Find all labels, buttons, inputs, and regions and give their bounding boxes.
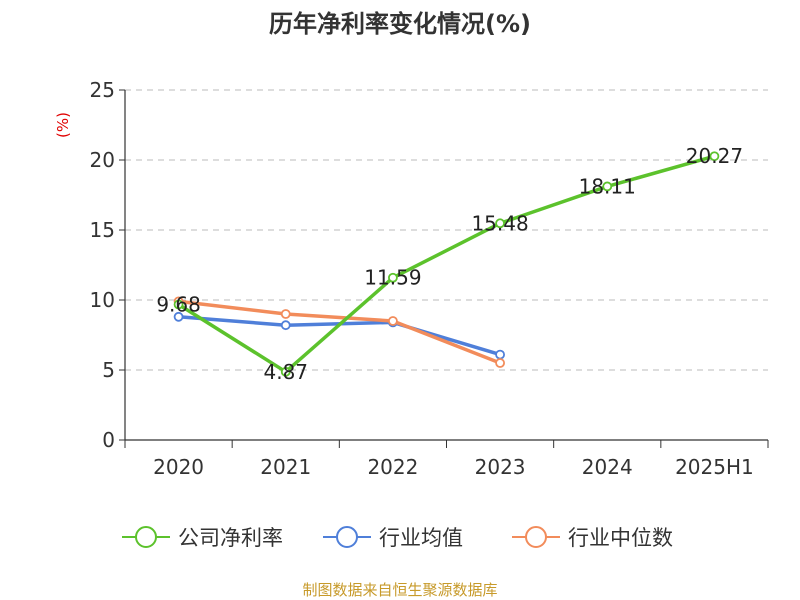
x-tick-label: 2022 <box>367 455 418 479</box>
data-label: 18.11 <box>579 174 636 198</box>
data-label: 11.59 <box>364 266 421 290</box>
series-group <box>173 151 720 377</box>
y-tick-label: 25 <box>90 78 115 102</box>
data-label: 4.87 <box>263 360 308 384</box>
data-point <box>495 218 505 229</box>
legend-marker <box>135 526 157 548</box>
data-label: 20.27 <box>686 144 743 168</box>
series-line-0 <box>177 154 715 374</box>
data-point <box>280 366 291 377</box>
y-tick-label: 5 <box>102 358 115 382</box>
data-point <box>280 309 291 319</box>
x-tick-label: 2025H1 <box>675 455 754 479</box>
y-tick-label: 15 <box>90 218 115 242</box>
x-tick-label: 2023 <box>475 455 526 479</box>
data-point <box>388 316 398 326</box>
chart-title: 历年净利率变化情况(%) <box>269 10 531 38</box>
data-point <box>495 358 505 368</box>
data-label: 15.48 <box>471 211 528 235</box>
source-note: 制图数据来自恒生聚源数据库 <box>302 581 497 599</box>
data-point <box>495 349 505 360</box>
y-tick-label: 10 <box>90 288 115 312</box>
legend-label: 行业中位数 <box>568 526 673 550</box>
y-tick-label: 20 <box>90 148 115 172</box>
data-point <box>173 311 184 322</box>
legend-item-0[interactable]: 公司净利率 <box>122 526 283 550</box>
legend-label: 公司净利率 <box>178 526 283 550</box>
legend-marker <box>336 526 358 548</box>
grid-lines <box>125 89 768 371</box>
legend-item-1[interactable]: 行业均值 <box>323 526 463 550</box>
legend-item-2[interactable]: 行业中位数 <box>512 526 673 550</box>
series-line-2 <box>178 299 501 365</box>
legend-label: 行业均值 <box>379 526 463 550</box>
data-point <box>280 320 291 331</box>
data-point <box>388 272 398 283</box>
data-labels: 9.68 4.87 11.59 15.48 18.11 20.27 <box>156 144 743 384</box>
legend-marker <box>525 526 547 548</box>
x-tick-label: 2021 <box>260 455 311 479</box>
legend[interactable]: 公司净利率 行业均值 行业中位数 <box>122 526 673 550</box>
axes: 0 5 10 15 20 25 2020 2021 2022 2023 2024 2025H1 <box>90 78 769 479</box>
data-point <box>173 299 184 310</box>
y-tick-label: 0 <box>102 428 115 452</box>
x-tick-label: 2020 <box>153 455 204 479</box>
y-axis-label: (%) <box>54 112 72 138</box>
x-tick-label: 2024 <box>582 455 633 479</box>
data-point <box>602 181 613 192</box>
data-point <box>709 151 720 162</box>
data-label: 9.68 <box>156 292 201 316</box>
